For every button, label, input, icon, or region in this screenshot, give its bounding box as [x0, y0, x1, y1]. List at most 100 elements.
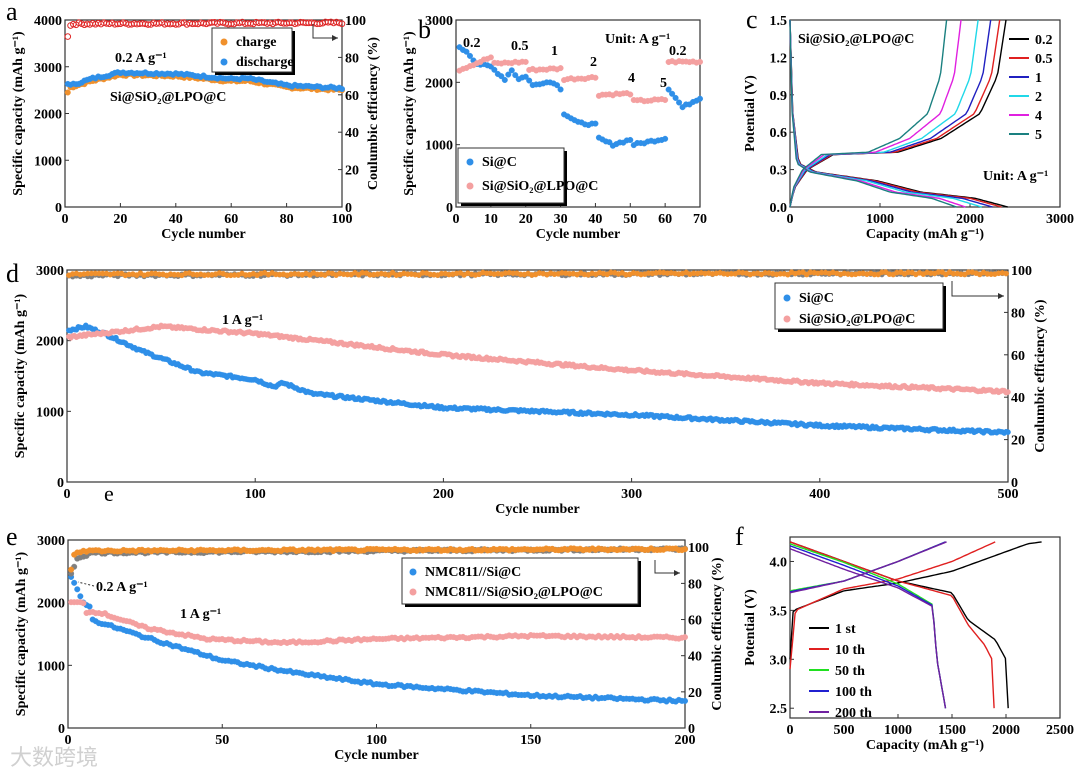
data-point: [627, 91, 634, 98]
data-point: [682, 697, 689, 704]
y-tick-label: 3000: [34, 61, 62, 76]
ce-axis-arrow: [951, 281, 1004, 297]
x-axis-label: Capacity (mAh g⁻¹): [866, 738, 984, 753]
rate-label: 0.5: [511, 39, 529, 54]
data-point: [466, 52, 473, 59]
ce-axis-arrow: [654, 560, 680, 574]
y-tick-label: 1.5: [770, 14, 788, 29]
data-point: [669, 90, 676, 97]
y2-tick-label: 40: [1011, 391, 1025, 406]
y-tick-label: 1000: [34, 154, 62, 169]
data-point: [75, 19, 83, 26]
series-Coulumbic-efficiency: [64, 18, 346, 40]
panel-c: c 0 1000 2000 3000 0.0 0.3 0.6 0.9 1.2 1.5 Capacity…: [743, 5, 1074, 242]
rate-label: 5: [660, 76, 667, 91]
plot-frame: [789, 19, 1061, 208]
y-tick-label: 2000: [37, 597, 65, 612]
data-point: [557, 86, 564, 93]
discharge-curve: [789, 543, 947, 709]
y-tick-label: 0: [58, 722, 65, 737]
discharge-curve: [789, 19, 1008, 208]
stray-label: e: [104, 481, 114, 506]
y-tick-label: 3000: [37, 534, 65, 549]
legend-box: [401, 557, 639, 605]
data-point: [64, 33, 72, 40]
x-tick-label: 1000: [866, 212, 894, 227]
rate-label: 0.2: [463, 36, 481, 51]
legend-label: Si@C: [482, 155, 517, 170]
panel-f: f 0 500 1000 1500 2000 2500 2.5 3.0 3.5 4.0 Capacit…: [735, 522, 1074, 753]
y2-tick-label: 60: [1011, 349, 1025, 364]
y-tick-label: 3000: [36, 264, 64, 279]
x-tick-label: 3000: [1046, 212, 1074, 227]
data-point: [522, 58, 529, 65]
y-tick-label: 0: [55, 201, 62, 216]
data-point: [592, 120, 599, 127]
data-point: [554, 82, 561, 89]
data-point: [77, 593, 84, 600]
x-tick-label: 100: [332, 212, 353, 227]
x-axis-label: Cycle number: [161, 227, 245, 242]
y-tick-label: 3.5: [770, 604, 788, 619]
data-point: [80, 600, 87, 607]
discharge-curve: [789, 541, 1009, 709]
data-point: [74, 586, 81, 593]
legend-marker: [220, 58, 228, 66]
y-tick-label: 0.0: [770, 201, 788, 216]
data-point: [697, 58, 704, 65]
data-point: [1005, 389, 1011, 395]
data-point: [557, 65, 564, 72]
y-tick-label: 2000: [425, 76, 453, 91]
panel-a: a0 20 40 60 80 100010002000300040000204060801…: [6, 0, 381, 242]
data-point: [1005, 429, 1011, 435]
charge-curve: [789, 19, 992, 208]
y2-tick-label: 40: [688, 650, 702, 665]
panel-label: a: [6, 0, 18, 26]
legend-box: [457, 147, 565, 204]
data-point: [491, 66, 498, 73]
data-point: [682, 546, 689, 553]
panel-label: c: [746, 5, 758, 34]
data-point: [86, 603, 93, 610]
legend-marker: [220, 38, 228, 46]
x-tick-label: 100: [245, 487, 266, 502]
y-tick-label: 2000: [34, 108, 62, 123]
data-point: [676, 99, 683, 106]
panel-label: e: [6, 522, 18, 551]
legend-label: 50 th: [835, 664, 865, 679]
legend-marker: [783, 294, 791, 302]
y2-tick-label: 60: [345, 89, 359, 104]
panel-label: b: [418, 15, 431, 44]
rate-annotation: 0.2 A g⁻¹: [96, 580, 148, 595]
series-1-st: [789, 541, 1042, 709]
y2-tick-label: 60: [688, 614, 702, 629]
y2-tick-label: 20: [1011, 434, 1025, 449]
plot-frame: [789, 536, 1061, 719]
discharge-curve: [789, 19, 1002, 208]
data-point: [335, 19, 343, 27]
y-tick-label: 0.3: [770, 164, 788, 179]
material-annotation: Si@SiO₂@LPO@C: [110, 90, 226, 105]
legend-label: 10 th: [835, 643, 865, 658]
y-axis-label: Specific capacity (mAh g⁻¹): [13, 293, 28, 458]
series-1: [789, 19, 993, 208]
data-point: [463, 48, 470, 55]
discharge-curve: [789, 19, 993, 208]
data-point: [338, 20, 346, 28]
x-tick-label: 0: [65, 733, 72, 748]
series-Si-C: [456, 44, 704, 149]
rate-label: 0.2: [669, 44, 687, 59]
rate-annotation: 0.2 A g⁻¹: [115, 51, 167, 66]
x-tick-label: 20: [519, 212, 533, 227]
y2-tick-label: 80: [345, 51, 359, 66]
legend-marker: [783, 315, 791, 323]
rate-label: 1: [551, 44, 558, 59]
data-point: [508, 67, 515, 74]
legend-label: discharge: [236, 55, 294, 70]
x-tick-label: 2000: [992, 723, 1020, 738]
y2-axis-label: Coulumbic efficiency (%): [1033, 299, 1048, 453]
legend-box: [774, 282, 944, 330]
x-tick-label: 70: [693, 212, 707, 227]
legend-label: 100 th: [835, 685, 872, 700]
series-NMC811-Si-SiO-LPO-C: [68, 599, 689, 646]
